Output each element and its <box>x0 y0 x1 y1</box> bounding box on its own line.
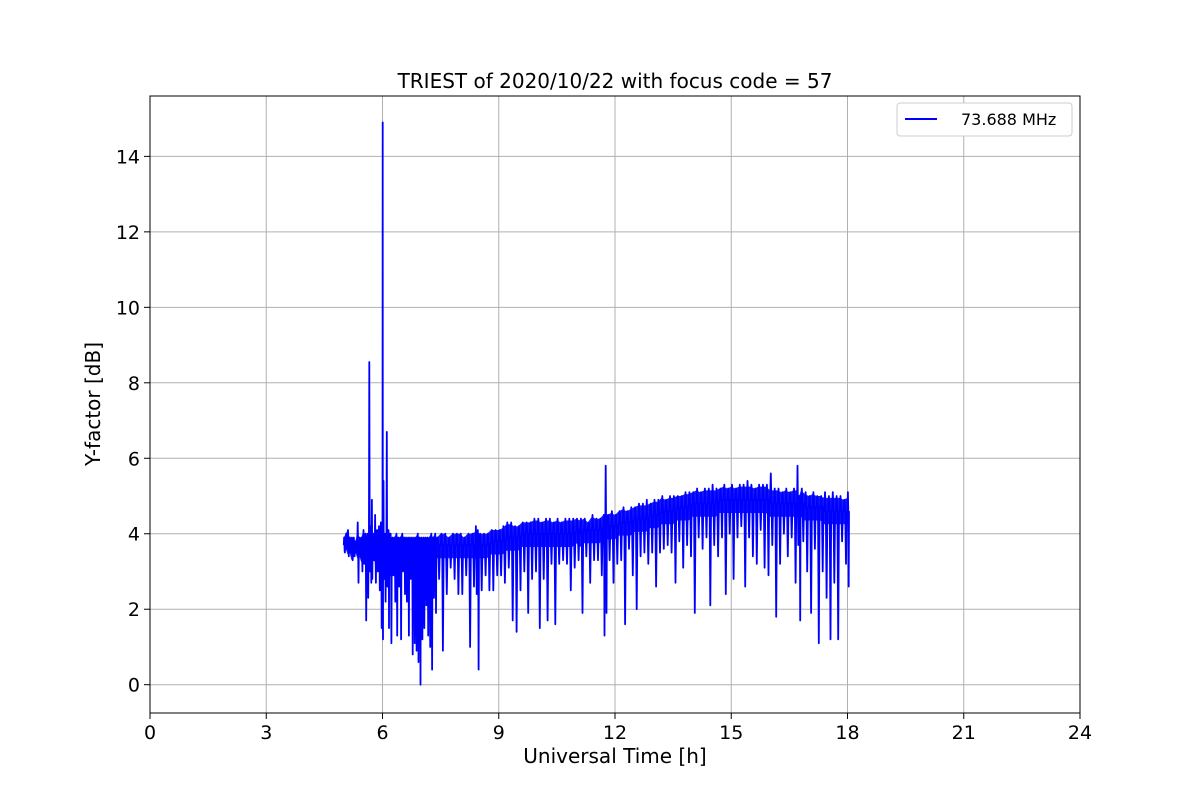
grid-lines <box>149 96 1081 713</box>
x-tick-label: 15 <box>719 722 743 744</box>
y-tick-label: 14 <box>116 146 140 168</box>
series-band <box>343 486 848 563</box>
series-lines <box>342 121 850 686</box>
y-axis: 0 2 4 6 8 10 12 14 <box>116 146 150 697</box>
x-axis-title: Universal Time [h] <box>523 744 706 768</box>
legend: 73.688 MHz <box>896 102 1073 137</box>
y-tick-label: 6 <box>128 448 140 470</box>
x-tick-label: 9 <box>493 722 505 744</box>
y-tick-label: 8 <box>128 373 140 395</box>
x-tick-label: 24 <box>1068 722 1092 744</box>
chart-title: TRIEST of 2020/10/22 with focus code = 5… <box>397 69 833 93</box>
legend-box <box>896 102 1073 137</box>
series-line <box>342 121 850 686</box>
x-tick-label: 21 <box>952 722 976 744</box>
y-tick-label: 0 <box>128 675 140 697</box>
y-tick-label: 12 <box>116 222 140 244</box>
y-tick-label: 4 <box>128 524 140 546</box>
y-tick-label: 10 <box>116 297 140 319</box>
legend-label: 73.688 MHz <box>961 110 1056 129</box>
x-axis: 0 3 6 9 12 15 18 21 24 <box>144 713 1092 744</box>
x-tick-label: 3 <box>260 722 272 744</box>
x-tick-label: 0 <box>144 722 156 744</box>
y-tick-label: 2 <box>128 599 140 621</box>
y-axis-title: Y-factor [dB] <box>81 342 105 467</box>
x-tick-label: 18 <box>835 722 859 744</box>
x-tick-label: 12 <box>603 722 627 744</box>
x-tick-label: 6 <box>376 722 388 744</box>
